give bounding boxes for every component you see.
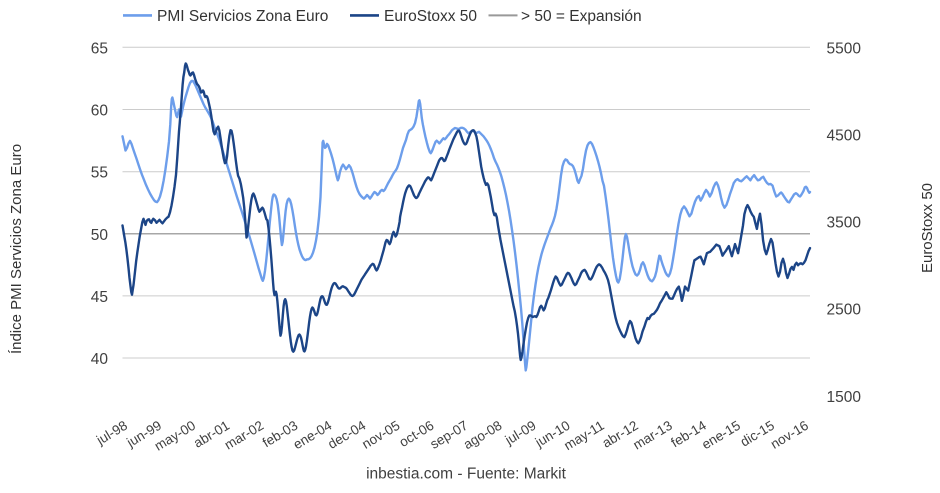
svg-text:5500: 5500 bbox=[827, 40, 862, 57]
svg-text:inbestia.com - Fuente: Markit: inbestia.com - Fuente: Markit bbox=[366, 466, 567, 483]
svg-text:65: 65 bbox=[91, 40, 108, 57]
svg-text:3500: 3500 bbox=[827, 215, 862, 232]
svg-text:50: 50 bbox=[91, 227, 109, 244]
svg-text:4500: 4500 bbox=[827, 128, 862, 145]
svg-text:EuroStoxx 50: EuroStoxx 50 bbox=[384, 8, 477, 25]
svg-text:40: 40 bbox=[91, 351, 109, 368]
svg-text:> 50 = Expansión: > 50 = Expansión bbox=[521, 8, 642, 25]
svg-text:PMI Servicios Zona Euro: PMI Servicios Zona Euro bbox=[157, 8, 328, 25]
svg-text:Índice PMI Servicios Zona Euro: Índice PMI Servicios Zona Euro bbox=[8, 144, 25, 354]
svg-text:2500: 2500 bbox=[827, 302, 862, 319]
svg-text:EuroStoxx 50: EuroStoxx 50 bbox=[919, 183, 936, 273]
svg-text:45: 45 bbox=[91, 289, 108, 306]
svg-text:60: 60 bbox=[91, 103, 109, 120]
svg-text:1500: 1500 bbox=[827, 389, 862, 406]
svg-text:55: 55 bbox=[91, 165, 108, 182]
